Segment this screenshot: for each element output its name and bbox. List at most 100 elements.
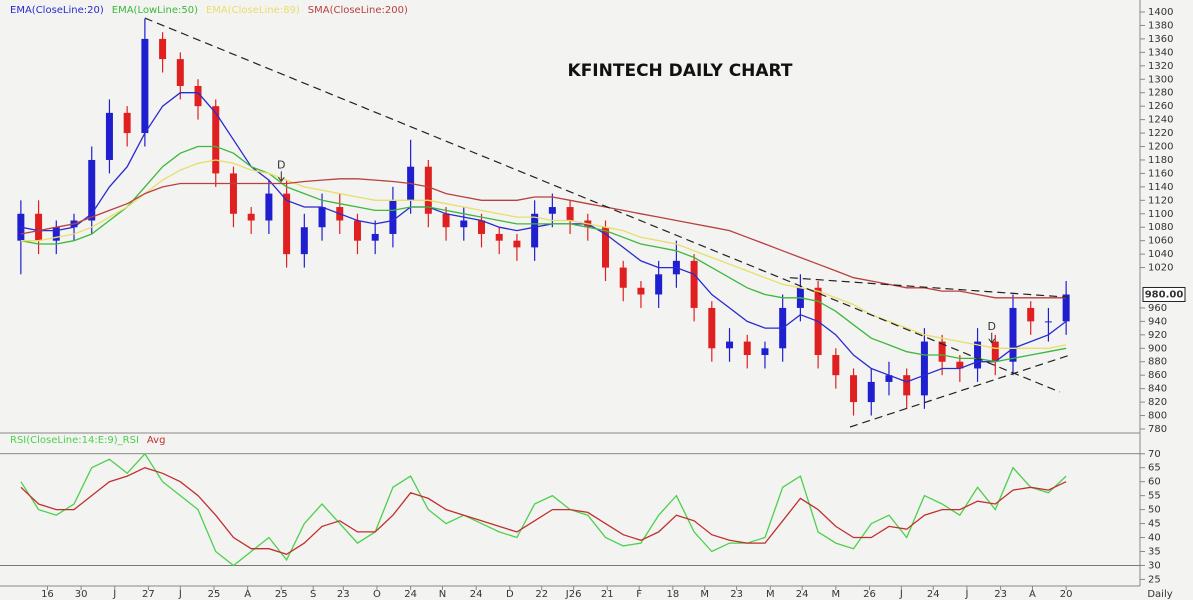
last-price-label: 980.00 [1145, 289, 1184, 300]
candle-body [123, 112, 131, 134]
y-tick-label: 920 [1148, 330, 1167, 341]
candle-body [159, 38, 167, 60]
x-tick-label: 26 [863, 589, 876, 600]
y-tick-label: 880 [1148, 357, 1167, 368]
y-tick-label: 1120 [1148, 195, 1173, 206]
last-price-box [1142, 286, 1186, 302]
candle-body [88, 159, 96, 221]
candle-body [566, 207, 574, 221]
y-tick-label: 900 [1148, 343, 1167, 354]
candle-body [35, 213, 43, 241]
y-tick-label: 45 [1148, 519, 1161, 530]
legend-entry: Avg [147, 435, 166, 446]
candle-body [956, 361, 964, 369]
candle-body [371, 233, 379, 241]
candle-body [1044, 321, 1052, 323]
candle-body [548, 207, 556, 214]
y-tick-label: 1240 [1148, 115, 1173, 126]
x-tick-label: 23 [994, 589, 1007, 600]
y-tick-label: 940 [1148, 316, 1167, 327]
x-tick-label: J [112, 589, 116, 600]
x-tick-label: 24 [404, 589, 417, 600]
annotation-arrow [277, 171, 285, 183]
trendline [789, 277, 1068, 298]
x-tick-label: D [506, 589, 514, 600]
candle-body [726, 341, 734, 349]
legend-entry: EMA(CloseLine:20) [10, 5, 104, 16]
y-tick-label: 1400 [1148, 7, 1173, 18]
y-tick-label: 960 [1148, 303, 1167, 314]
y-tick-label: 1220 [1148, 128, 1173, 139]
candle-body [52, 227, 60, 241]
x-tick-label: A [244, 589, 251, 600]
candle-body [974, 341, 982, 369]
candle-body [602, 227, 610, 268]
y-tick-label: 1060 [1148, 236, 1173, 247]
y-tick-label: 820 [1148, 397, 1167, 408]
y-tick-label: 55 [1148, 491, 1161, 502]
y-tick-label: 50 [1148, 505, 1161, 516]
chart-title: KFINTECH DAILY CHART [568, 61, 793, 81]
y-tick-label: 1180 [1148, 155, 1173, 166]
x-tick-label: F [636, 589, 642, 600]
candle-body [353, 220, 361, 241]
trendline [144, 17, 1061, 393]
y-tick-label: 1020 [1148, 263, 1173, 274]
x-tick-label: 25 [275, 589, 288, 600]
candle-body [1027, 307, 1035, 322]
y-tick-label: 40 [1148, 533, 1161, 544]
x-tick-label: M [766, 589, 775, 600]
candle-body [318, 207, 326, 228]
legend-entry: RSI(CloseLine:14:E:9)_RSI [10, 435, 139, 446]
candle-body [176, 59, 184, 86]
period-label: Daily [1147, 589, 1172, 600]
y-tick-label: 1040 [1148, 249, 1173, 260]
x-tick-label: 16 [41, 589, 54, 600]
y-tick-label: 70 [1148, 449, 1161, 460]
x-tick-label: 24 [796, 589, 809, 600]
x-tick-label: 24 [927, 589, 940, 600]
y-tick-label: 60 [1148, 477, 1161, 488]
y-tick-label: 1340 [1148, 47, 1173, 58]
y-tick-label: 65 [1148, 463, 1161, 474]
y-tick-label: 1300 [1148, 74, 1173, 85]
x-tick-label: 30 [75, 589, 88, 600]
candle-body [850, 375, 858, 403]
candle-body [832, 355, 840, 376]
y-tick-label: 1080 [1148, 222, 1173, 233]
candle-body [991, 341, 999, 362]
annotation-label: D [277, 158, 285, 171]
legend-entry: EMA(CloseLine:89) [206, 5, 300, 16]
candle-body [637, 287, 645, 295]
series-line [20, 92, 1067, 383]
x-tick-label: 25 [208, 589, 221, 600]
candle-body [265, 193, 273, 221]
x-tick-label: S [310, 589, 316, 600]
legend-entry: EMA(LowLine:50) [112, 5, 198, 16]
candle-body [17, 213, 25, 241]
x-tick-label: 24 [470, 589, 483, 600]
x-tick-label: J [964, 589, 968, 600]
y-tick-label: 1200 [1148, 142, 1173, 153]
candle-body [690, 260, 698, 308]
candle-body [531, 213, 539, 248]
y-tick-label: 1320 [1148, 61, 1173, 72]
candle-body [105, 112, 113, 160]
candle-body [194, 85, 202, 107]
candle-body [1062, 294, 1070, 322]
x-tick-label: J [178, 589, 182, 600]
candle-body [761, 348, 769, 356]
x-tick-label: 18 [666, 589, 679, 600]
y-tick-label: 840 [1148, 384, 1167, 395]
candle-body [495, 233, 503, 241]
legend-entry: SMA(CloseLine:200) [308, 5, 408, 16]
candle-body [389, 200, 397, 234]
candle-body [920, 341, 928, 396]
series-line [20, 467, 1067, 556]
y-tick-label: 25 [1148, 574, 1161, 585]
y-tick-label: 1160 [1148, 168, 1173, 179]
y-tick-label: 800 [1148, 411, 1167, 422]
x-tick-label: J [899, 589, 903, 600]
